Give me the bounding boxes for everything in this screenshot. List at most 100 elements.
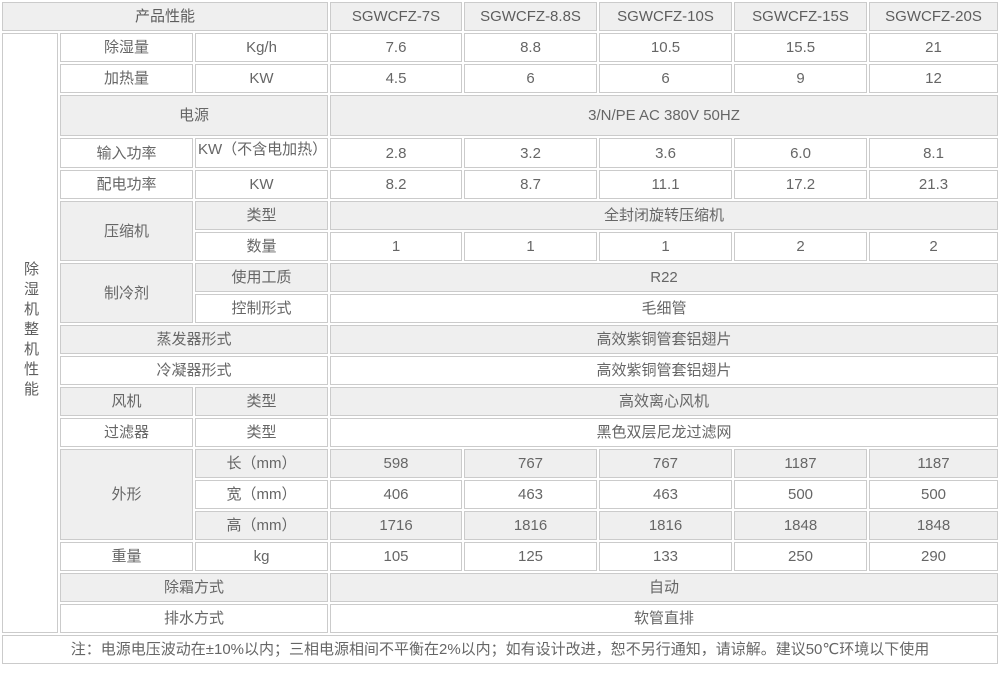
- row-label: 重量: [60, 542, 193, 571]
- row-drainage: 排水方式 软管直排: [2, 604, 998, 633]
- row-filter: 过滤器 类型 黑色双层尼龙过滤网: [2, 418, 998, 447]
- value-cell: 3.2: [464, 138, 597, 168]
- row-sublabel: 类型: [195, 418, 328, 447]
- row-sublabel: 数量: [195, 232, 328, 261]
- value-cell: 598: [330, 449, 462, 478]
- value-cell: 105: [330, 542, 462, 571]
- value-cell: 125: [464, 542, 597, 571]
- row-dimension-length: 外形 长（mm） 598 767 767 1187 1187: [2, 449, 998, 540]
- value-cell: 10.5: [599, 33, 732, 62]
- value-cell: 2: [869, 232, 998, 261]
- value-cell: 767: [599, 449, 732, 478]
- value-cell: 463: [464, 480, 597, 509]
- row-label: 除湿量: [60, 33, 193, 62]
- row-unit-text: KW（不含电加热）: [198, 141, 325, 158]
- row-refrigerant-medium: 制冷剂 使用工质 R22: [2, 263, 998, 323]
- value-cell: 8.8: [464, 33, 597, 62]
- value-cell: 1848: [734, 511, 867, 540]
- value-cell: 8.2: [330, 170, 462, 199]
- row-label: 冷凝器形式: [60, 356, 328, 385]
- value-cell: 1: [599, 232, 732, 261]
- row-sublabel: 类型: [195, 201, 328, 230]
- value-cell: 133: [599, 542, 732, 571]
- value-cell: 250: [734, 542, 867, 571]
- value-cell: 21.3: [869, 170, 998, 199]
- row-dehumidify-capacity: 除湿机整机性能 除湿量 Kg/h 7.6 8.8 10.5 15.5 21: [2, 33, 998, 633]
- value-cell: 767: [464, 449, 597, 478]
- value-cell: 12: [869, 64, 998, 93]
- row-label: 风机: [60, 387, 193, 416]
- row-label: 加热量: [60, 64, 193, 93]
- value-cell: 6: [464, 64, 597, 93]
- row-defrost: 除霜方式 自动: [2, 573, 998, 602]
- table-header-row: 产品性能 SGWCFZ-7S SGWCFZ-8.8S SGWCFZ-10S SG…: [2, 2, 998, 31]
- merged-value-cell: 毛细管: [330, 294, 998, 323]
- row-label: 配电功率: [60, 170, 193, 199]
- row-dimension-width: 宽（mm） 406 463 463 500 500: [2, 480, 998, 509]
- footnote: 注：电源电压波动在±10%以内；三相电源相间不平衡在2%以内；如有设计改进，恕不…: [2, 635, 998, 664]
- value-cell: 8.1: [869, 138, 998, 168]
- value-cell: 1716: [330, 511, 462, 540]
- value-cell: 1: [464, 232, 597, 261]
- value-cell: 6.0: [734, 138, 867, 168]
- value-cell: 1: [330, 232, 462, 261]
- value-cell: 290: [869, 542, 998, 571]
- merged-value-cell: 黑色双层尼龙过滤网: [330, 418, 998, 447]
- row-evaporator: 蒸发器形式 高效紫铜管套铝翅片: [2, 325, 998, 354]
- row-label: 电源: [60, 95, 328, 136]
- group-label-compressor: 压缩机: [60, 201, 193, 261]
- header-model-sgwcfz-8-8s: SGWCFZ-8.8S: [464, 2, 597, 31]
- value-cell: 1816: [599, 511, 732, 540]
- value-cell: 21: [869, 33, 998, 62]
- merged-value-cell: 全封闭旋转压缩机: [330, 201, 998, 230]
- row-condenser: 冷凝器形式 高效紫铜管套铝翅片: [2, 356, 998, 385]
- merged-value-cell: 高效紫铜管套铝翅片: [330, 325, 998, 354]
- merged-value-cell: 高效离心风机: [330, 387, 998, 416]
- row-power-supply: 电源 3/N/PE AC 380V 50HZ: [2, 95, 998, 136]
- row-unit: KW（不含电加热）: [195, 138, 328, 168]
- value-cell: 500: [869, 480, 998, 509]
- value-cell: 11.1: [599, 170, 732, 199]
- value-cell: 8.7: [464, 170, 597, 199]
- row-sublabel: 控制形式: [195, 294, 328, 323]
- value-cell: 1848: [869, 511, 998, 540]
- merged-value-cell: 自动: [330, 573, 998, 602]
- header-model-sgwcfz-15s: SGWCFZ-15S: [734, 2, 867, 31]
- row-heating-capacity: 加热量 KW 4.5 6 6 9 12: [2, 64, 998, 93]
- row-unit: KW: [195, 170, 328, 199]
- row-label: 蒸发器形式: [60, 325, 328, 354]
- header-model-sgwcfz-20s: SGWCFZ-20S: [869, 2, 998, 31]
- group-label-dimensions: 外形: [60, 449, 193, 540]
- row-input-power: 输入功率 KW（不含电加热） 2.8 3.2 3.6 6.0 8.1: [2, 138, 998, 168]
- merged-value-cell: 高效紫铜管套铝翅片: [330, 356, 998, 385]
- value-cell: 500: [734, 480, 867, 509]
- value-cell: 2.8: [330, 138, 462, 168]
- value-cell: 1187: [869, 449, 998, 478]
- row-sublabel: 高（mm）: [195, 511, 328, 540]
- row-sublabel: 类型: [195, 387, 328, 416]
- row-label: 除霜方式: [60, 573, 328, 602]
- row-label: 过滤器: [60, 418, 193, 447]
- value-cell: 15.5: [734, 33, 867, 62]
- row-fan: 风机 类型 高效离心风机: [2, 387, 998, 416]
- row-sublabel: 使用工质: [195, 263, 328, 292]
- header-product-label: 产品性能: [2, 2, 328, 31]
- row-unit: kg: [195, 542, 328, 571]
- row-sublabel: 宽（mm）: [195, 480, 328, 509]
- merged-value-cell: 软管直排: [330, 604, 998, 633]
- row-compressor-quantity: 数量 1 1 1 2 2: [2, 232, 998, 261]
- row-dimension-height: 高（mm） 1716 1816 1816 1848 1848: [2, 511, 998, 540]
- row-unit: Kg/h: [195, 33, 328, 62]
- merged-value-cell: R22: [330, 263, 998, 292]
- row-distribution-power: 配电功率 KW 8.2 8.7 11.1 17.2 21.3: [2, 170, 998, 199]
- value-cell: 463: [599, 480, 732, 509]
- row-weight: 重量 kg 105 125 133 250 290: [2, 542, 998, 571]
- merged-value-cell: 3/N/PE AC 380V 50HZ: [330, 95, 998, 136]
- header-model-sgwcfz-7s: SGWCFZ-7S: [330, 2, 462, 31]
- row-label: 输入功率: [60, 138, 193, 168]
- value-cell: 9: [734, 64, 867, 93]
- value-cell: 4.5: [330, 64, 462, 93]
- value-cell: 406: [330, 480, 462, 509]
- row-compressor-type: 压缩机 类型 全封闭旋转压缩机: [2, 201, 998, 261]
